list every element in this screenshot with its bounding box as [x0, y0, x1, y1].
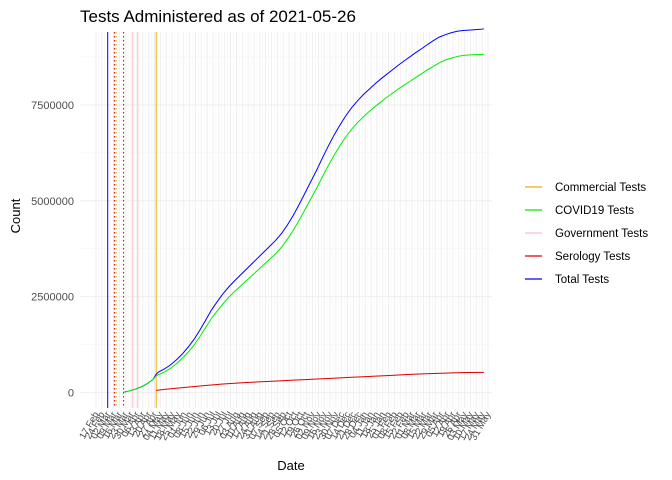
legend-item-commercial-tests: Commercial Tests: [525, 182, 646, 194]
legend-label: COVID19 Tests: [555, 205, 634, 217]
reference-lines: [107, 32, 157, 408]
y-axis-title: Count: [8, 198, 23, 233]
legend-item-serology-tests: Serology Tests: [525, 251, 630, 263]
x-axis-title: Date: [277, 458, 304, 473]
y-axis-ticks: 0 2500000 5000000 7500000: [31, 100, 74, 400]
y-tick-label: 2500000: [31, 292, 74, 304]
legend-item-covid19-tests: COVID19 Tests: [525, 205, 634, 217]
series-line-total-tests: [123, 28, 484, 393]
series-line-serology-tests: [156, 371, 484, 391]
y-tick-label: 5000000: [31, 196, 74, 208]
legend: Commercial Tests COVID19 Tests Government …: [525, 182, 648, 286]
y-tick-label: 0: [68, 388, 74, 400]
legend-label: Serology Tests: [555, 251, 630, 263]
legend-label: Commercial Tests: [555, 182, 646, 194]
y-tick-label: 7500000: [31, 100, 74, 112]
legend-label: Government Tests: [555, 228, 648, 240]
series-line-covid19-tests: [123, 53, 484, 393]
grid: [80, 32, 492, 408]
chart-title: Tests Administered as of 2021-05-26: [80, 7, 356, 26]
legend-label: Total Tests: [555, 274, 609, 286]
legend-item-government-tests: Government Tests: [525, 228, 648, 240]
legend-item-total-tests: Total Tests: [525, 274, 609, 286]
series-lines: [123, 28, 484, 393]
